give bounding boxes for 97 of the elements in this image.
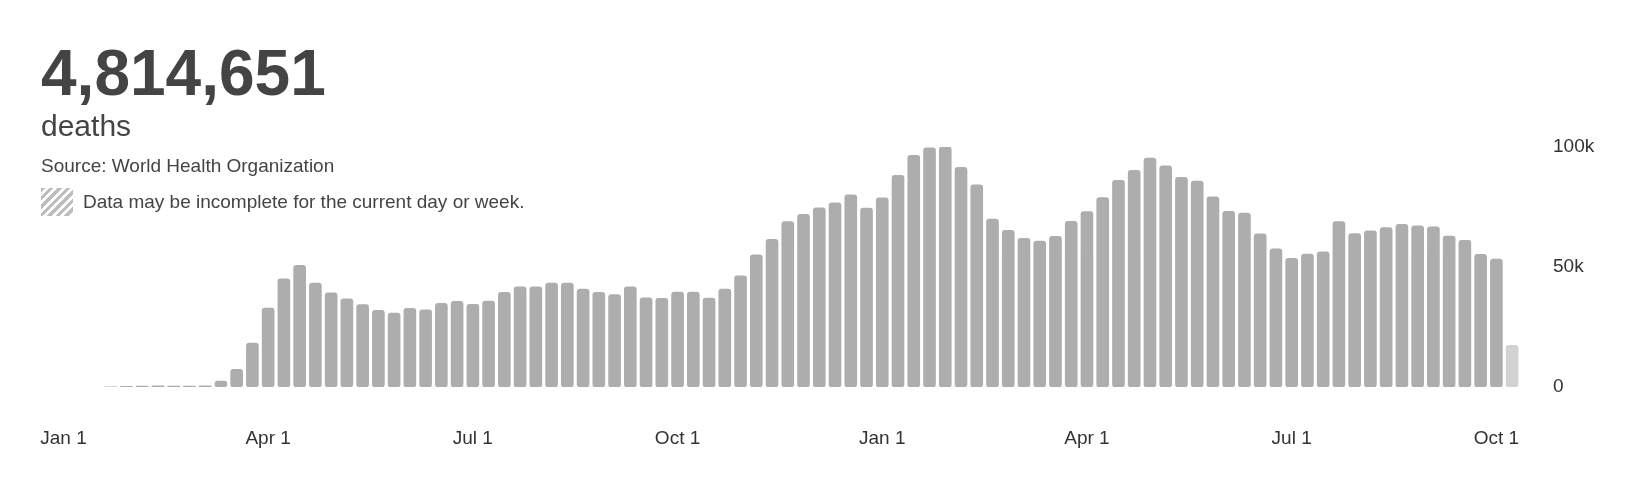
bar — [435, 302, 448, 387]
bar — [1490, 258, 1503, 387]
bar — [466, 304, 480, 387]
bar — [340, 298, 354, 387]
bar — [309, 282, 322, 387]
bar — [1301, 253, 1314, 387]
bar — [403, 307, 417, 387]
bar — [923, 147, 936, 387]
bar — [1238, 212, 1251, 387]
bar — [907, 155, 921, 387]
bar — [812, 207, 826, 387]
bar — [1049, 235, 1062, 387]
y-tick-label: 100k — [1553, 135, 1595, 157]
bar — [482, 300, 495, 387]
bar — [655, 298, 669, 387]
bar — [875, 197, 889, 387]
bar — [1127, 169, 1141, 387]
x-tick-label: Apr 1 — [245, 426, 291, 448]
bar — [1411, 225, 1424, 387]
bar — [938, 147, 952, 387]
bar — [891, 174, 905, 387]
chart-title: 4,814,651 — [41, 37, 327, 109]
bar — [734, 275, 747, 387]
x-tick-label: Apr 1 — [1064, 426, 1110, 448]
bar — [954, 167, 968, 387]
bar — [1096, 197, 1110, 387]
bar — [1175, 176, 1188, 387]
bar — [498, 292, 511, 387]
bar — [1427, 226, 1440, 387]
bar — [671, 291, 684, 387]
bar — [576, 288, 590, 387]
x-tick-label: Jan 1 — [859, 426, 906, 448]
x-tick-label: Jul 1 — [452, 426, 493, 448]
bar — [765, 239, 779, 387]
bar — [1316, 251, 1330, 387]
bar — [372, 310, 385, 387]
bar — [261, 307, 275, 387]
bar — [718, 288, 732, 387]
bar — [529, 286, 543, 387]
bar — [749, 254, 763, 387]
annotation: Data may be incomplete for the current day or week. — [83, 190, 525, 214]
y-tick-label: 0 — [1553, 375, 1564, 397]
x-tick-label: Oct 1 — [654, 426, 701, 448]
bar — [1474, 253, 1487, 387]
x-tick-label: Oct 1 — [1473, 426, 1520, 448]
bar — [277, 278, 291, 387]
bar — [1222, 210, 1236, 387]
bar — [592, 292, 606, 387]
bar — [1190, 180, 1204, 387]
annotation: Source: World Health Organization — [41, 154, 335, 178]
bar — [828, 202, 842, 387]
bar — [293, 264, 306, 387]
bar — [246, 342, 259, 387]
bar — [561, 282, 574, 387]
bar — [1379, 227, 1393, 387]
y-tick-label: 50k — [1553, 255, 1585, 277]
bar — [1332, 221, 1346, 387]
bar — [1112, 180, 1125, 387]
bar — [450, 300, 464, 387]
bar — [1395, 223, 1409, 387]
bar — [324, 292, 338, 387]
bar — [986, 218, 999, 387]
bar — [1348, 233, 1361, 387]
x-tick-label: Jan 1 — [40, 426, 87, 448]
bar — [1033, 240, 1047, 387]
bar — [797, 214, 810, 387]
chart-subtitle: deaths — [41, 108, 133, 144]
bar — [356, 304, 369, 387]
bar — [623, 286, 637, 387]
bar — [1285, 258, 1299, 387]
bar — [387, 312, 401, 387]
bar — [1458, 240, 1472, 387]
bar — [1080, 211, 1094, 387]
bar — [1269, 248, 1283, 387]
bar — [1017, 238, 1031, 387]
bar — [545, 282, 558, 387]
bar — [513, 286, 527, 387]
bar — [844, 194, 858, 387]
bar — [1505, 344, 1519, 387]
bar — [702, 297, 716, 387]
bar — [1253, 233, 1267, 387]
bar — [1364, 230, 1377, 387]
bar — [230, 368, 243, 387]
bar — [860, 207, 873, 387]
bar — [639, 297, 653, 387]
bar — [686, 291, 700, 387]
bar — [781, 221, 795, 387]
bar — [1001, 229, 1015, 387]
bar — [1143, 157, 1157, 387]
x-tick-label: Jul 1 — [1271, 426, 1312, 448]
bar — [1206, 196, 1220, 387]
bar — [1159, 165, 1173, 387]
bar — [1442, 235, 1456, 387]
bar — [608, 294, 621, 387]
bar — [1064, 221, 1078, 387]
bar — [419, 309, 432, 387]
bar — [970, 184, 984, 387]
